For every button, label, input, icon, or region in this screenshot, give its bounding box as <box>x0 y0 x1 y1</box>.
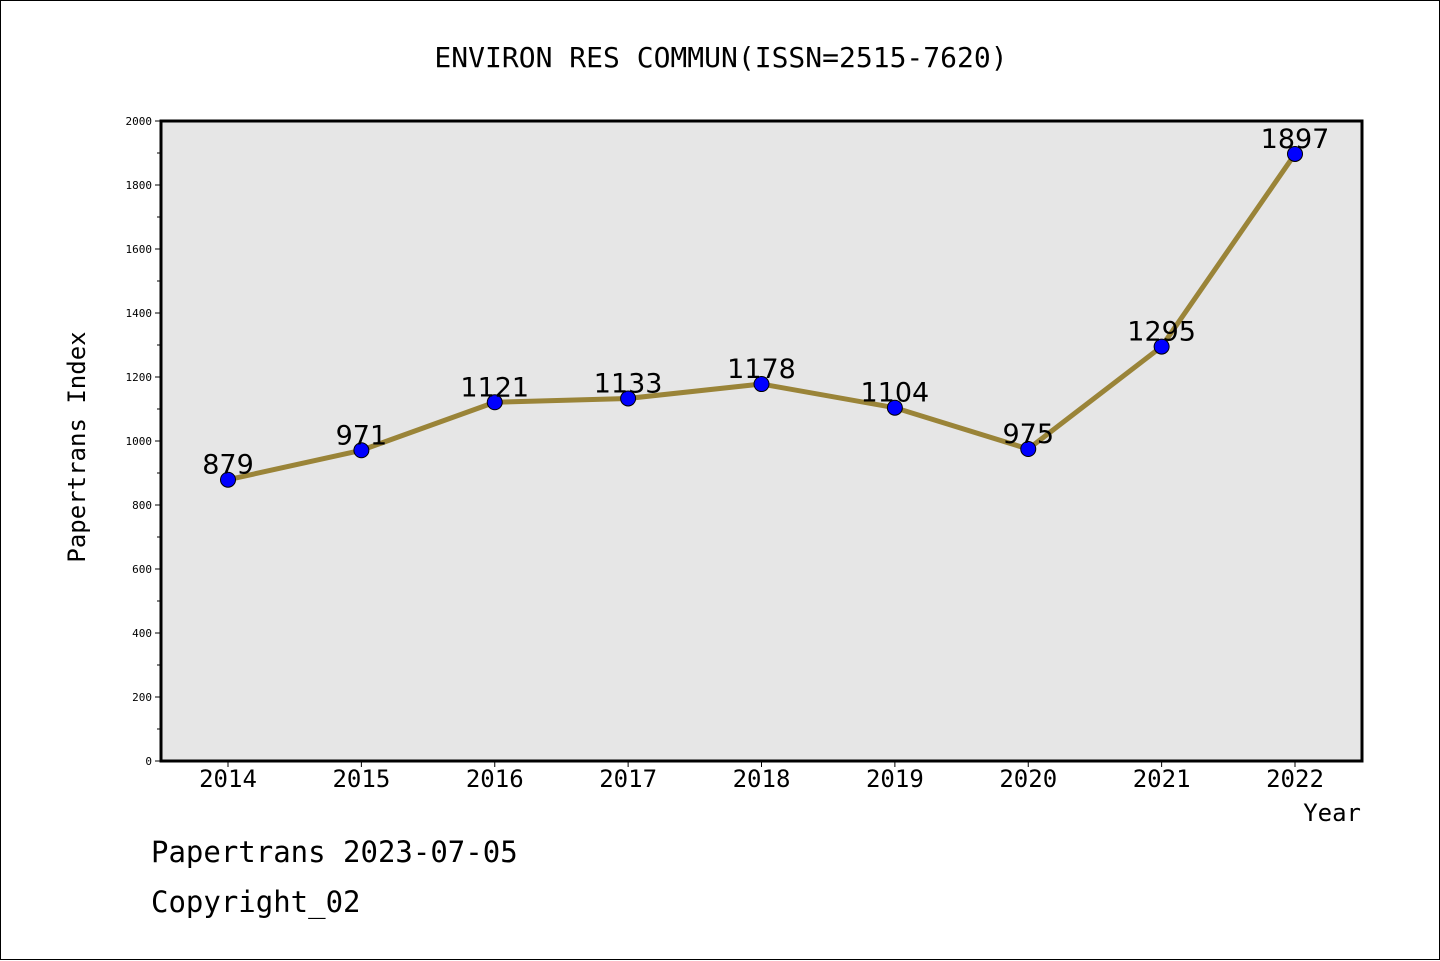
data-label-2017: 1133 <box>594 368 663 399</box>
y-tick-label: 1800 <box>126 179 153 192</box>
y-tick-label: 200 <box>132 691 152 704</box>
x-tick-label: 2021 <box>1133 765 1191 793</box>
footer-copyright-text: Copyright_02 <box>151 885 361 919</box>
x-axis-label: Year <box>1303 799 1361 827</box>
data-label-2019: 1104 <box>861 378 930 409</box>
data-label-2020: 975 <box>1002 419 1054 450</box>
data-point-2019 <box>886 399 903 416</box>
data-labels: 879 971 1121 1133 1178 1104 975 1295 1897 <box>202 124 1329 481</box>
x-tick-label: 2017 <box>599 765 657 793</box>
y-axis: 0 200 400 600 800 1000 1200 1400 1600 1800 2000 <box>126 115 161 768</box>
data-point-2015 <box>353 442 370 459</box>
data-point-2014 <box>220 471 236 488</box>
y-axis-label: Papertrans Index <box>63 331 91 562</box>
data-point-2022 <box>1287 145 1303 162</box>
y-tick-label: 800 <box>132 499 152 512</box>
data-label-2022: 1897 <box>1261 124 1330 155</box>
data-label-2018: 1178 <box>727 354 796 385</box>
y-tick-label: 1200 <box>126 371 153 384</box>
footer-date-text: Papertrans 2023-07-05 <box>151 835 518 869</box>
series-1 <box>220 145 1303 488</box>
y-tick-label: 1400 <box>126 307 153 320</box>
data-point-2020 <box>1020 441 1037 457</box>
data-point-2018 <box>753 376 770 393</box>
data-point-2016 <box>486 394 503 411</box>
x-tick-label: 2022 <box>1266 765 1324 793</box>
y-tick-label: 400 <box>132 627 152 640</box>
chart-title: ENVIRON RES COMMUN(ISSN=2515-7620) <box>434 41 1007 74</box>
y-tick-label: 1000 <box>126 435 153 448</box>
y-tick-label: 1600 <box>126 243 153 256</box>
x-tick-label: 2019 <box>866 765 924 793</box>
x-tick-label: 2016 <box>466 765 524 793</box>
y-tick-label: 600 <box>132 563 152 576</box>
data-label-2015: 971 <box>336 420 388 451</box>
x-tick-label: 2020 <box>999 765 1057 793</box>
data-label-2016: 1121 <box>460 372 529 403</box>
y-tick-label: 2000 <box>126 115 153 128</box>
data-label-2014: 879 <box>202 450 254 481</box>
data-point-2021 <box>1153 338 1170 355</box>
plot-area <box>159 119 1364 763</box>
x-tick-label: 2015 <box>332 765 390 793</box>
data-point-2017 <box>620 390 637 407</box>
x-tick-label: 2018 <box>733 765 791 793</box>
y-tick-label: 0 <box>145 755 152 768</box>
data-label-2021: 1295 <box>1127 317 1196 348</box>
x-axis: 2014 2015 2016 2017 2018 2019 2020 2021 2022 <box>199 761 1324 793</box>
x-tick-label: 2014 <box>199 765 257 793</box>
